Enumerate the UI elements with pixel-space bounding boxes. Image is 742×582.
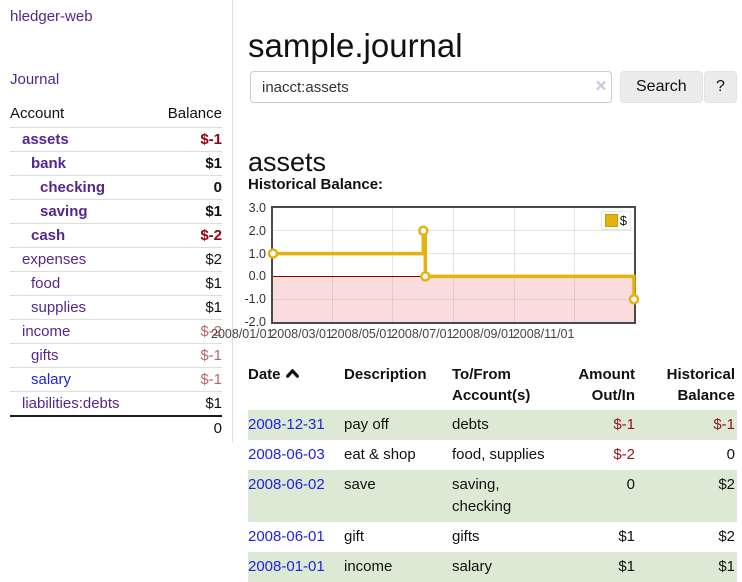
x-axis-tick-label: 2008/09/01	[452, 327, 515, 341]
account-link[interactable]: saving	[40, 203, 88, 220]
sidebar-divider	[232, 0, 233, 442]
gridline-vertical	[574, 208, 576, 322]
accounts-col-account: Account	[10, 102, 152, 128]
balance-series	[267, 225, 640, 305]
register-row: 2008-06-03 eat & shop food, supplies $-2 0	[248, 446, 735, 463]
register-col-description: Description	[344, 366, 427, 383]
accounts-col-balance: Balance	[151, 102, 222, 128]
account-link[interactable]: food	[31, 275, 61, 292]
legend-label: $	[619, 213, 627, 228]
page-title: sample.journal	[248, 27, 463, 65]
x-axis-tick-label: 2008/05/01	[330, 327, 394, 341]
negative-region	[273, 276, 634, 322]
register-row: 2008-12-31 pay off debts $-1 $-1	[248, 410, 737, 440]
register-col-accounts: To/From Account(s)	[452, 366, 531, 404]
account-link[interactable]: checking	[40, 179, 106, 196]
accounts-total-spacer	[10, 415, 152, 440]
x-axis-tick-label: 2008/07/01	[391, 327, 454, 341]
account-link[interactable]: income	[22, 323, 71, 340]
account-link[interactable]: supplies	[31, 299, 87, 316]
register-table: Date Description To/From Account(s) Amou…	[248, 360, 737, 582]
sort-ascending-icon	[285, 365, 299, 386]
gridline-vertical	[392, 208, 394, 322]
legend-swatch-icon	[604, 214, 618, 227]
help-button[interactable]: ?	[704, 71, 737, 103]
register-col-balance: Historical Balance	[666, 366, 735, 404]
gridline-vertical	[513, 208, 515, 322]
y-axis-tick-label: 0.0	[248, 269, 266, 284]
data-point-marker	[420, 271, 431, 282]
balance-chart: $ 3.0 2.0 1.0 0.0 -1.0 -2.0 2008/01/01 2008/03/…	[211, 200, 740, 345]
register-col-amount: Amount Out/In	[578, 366, 635, 404]
account-row: saving $1	[10, 199, 222, 224]
y-axis-tick-label: -2.0	[244, 315, 266, 329]
chart-legend: $	[600, 211, 631, 230]
account-row: food $1	[10, 271, 222, 296]
y-axis-tick-label: -1.0	[244, 292, 266, 307]
gridline-vertical	[331, 208, 333, 322]
transaction-date-link[interactable]: 2008-01-01	[248, 558, 325, 575]
x-axis-tick-label: 2008/01/01	[211, 327, 274, 341]
account-link[interactable]: assets	[22, 131, 69, 148]
gridline-horizontal	[273, 298, 634, 300]
account-row: bank $1	[10, 151, 222, 176]
register-col-date-sort[interactable]: Date	[248, 360, 344, 410]
register-header-row: Date Description To/From Account(s) Amou…	[248, 360, 737, 410]
account-row: assets $-1	[10, 127, 222, 152]
gridline-horizontal	[273, 230, 634, 232]
y-axis-tick-label: 2.0	[248, 223, 266, 238]
account-link[interactable]: salary	[31, 371, 72, 388]
y-axis-tick-label: 3.0	[248, 201, 266, 215]
data-point-marker	[418, 225, 429, 237]
app-brand-link[interactable]: hledger-web	[10, 8, 93, 25]
account-row: salary $-1	[10, 367, 222, 392]
account-row: liabilities:debts $1	[10, 391, 222, 417]
account-link[interactable]: cash	[31, 227, 66, 244]
chart-title: Historical Balance:	[248, 176, 384, 193]
account-row: supplies $1	[10, 295, 222, 320]
data-point-marker	[628, 293, 640, 305]
account-link[interactable]: liabilities:debts	[22, 395, 120, 412]
account-link[interactable]: gifts	[31, 347, 59, 364]
x-axis-tick-label: 2008/03/01	[270, 327, 333, 341]
accounts-total-value: 0	[151, 415, 222, 440]
gridline-horizontal	[273, 253, 634, 255]
accounts-table: Account Balance assets $-1 bank $1 checking 0…	[10, 102, 222, 440]
account-heading: assets	[248, 147, 327, 178]
register-row: 2008-06-02 save saving, checking 0 $2	[248, 470, 737, 522]
account-row: gifts $-1	[10, 343, 222, 368]
accounts-total-row: 0	[10, 415, 222, 440]
transaction-date-link[interactable]: 2008-06-02	[248, 476, 325, 493]
data-point-marker	[267, 248, 279, 259]
register-row: 2008-06-01 gift gifts $1 $2	[248, 528, 735, 545]
search-input[interactable]	[250, 71, 612, 103]
account-row: income $-2	[10, 319, 222, 344]
search-button[interactable]: Search	[620, 71, 703, 103]
sidebar-item-journal[interactable]: Journal	[10, 71, 60, 88]
account-row: cash $-2	[10, 223, 222, 248]
clear-search-icon[interactable]: ×	[595, 76, 607, 97]
accounts-header-row: Account Balance	[10, 102, 222, 128]
transaction-date-link[interactable]: 2008-06-01	[248, 528, 325, 545]
account-link[interactable]: expenses	[22, 251, 87, 268]
account-link[interactable]: bank	[31, 155, 67, 172]
transaction-date-link[interactable]: 2008-06-03	[248, 446, 325, 463]
gridline-vertical	[452, 208, 454, 322]
register-row: 2008-01-01 income salary $1 $1	[248, 552, 737, 582]
y-axis-tick-label: 1.0	[248, 246, 266, 261]
x-axis-tick-label: 2008/11/01	[512, 327, 575, 341]
account-row: expenses $2	[10, 247, 222, 272]
account-row: checking 0	[10, 175, 222, 200]
transaction-date-link[interactable]: 2008-12-31	[248, 416, 325, 433]
chart-plot-area: $	[267, 206, 640, 324]
